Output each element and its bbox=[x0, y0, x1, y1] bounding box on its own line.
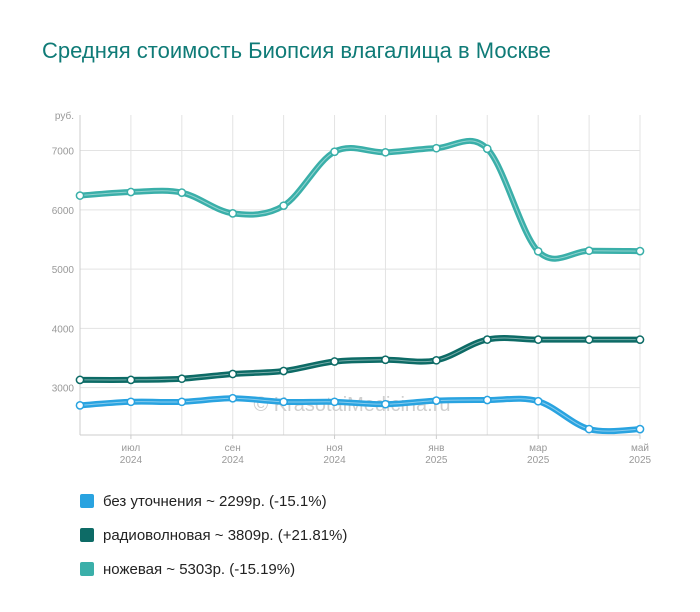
data-point bbox=[533, 246, 543, 256]
data-point bbox=[75, 401, 85, 410]
data-point bbox=[482, 144, 492, 154]
series-line bbox=[77, 137, 643, 262]
x-tick-year-label: 2024 bbox=[222, 455, 245, 466]
legend-label: без уточнения ~ 2299р. (-15.1%) bbox=[103, 492, 327, 510]
data-point bbox=[482, 395, 492, 405]
x-tick-label: сен bbox=[225, 443, 241, 454]
data-point bbox=[584, 335, 594, 344]
y-tick-label: 7000 bbox=[52, 147, 75, 158]
data-point bbox=[228, 209, 238, 218]
data-point bbox=[279, 201, 288, 211]
legend-swatch bbox=[80, 494, 94, 508]
data-point bbox=[330, 357, 339, 366]
data-point bbox=[432, 355, 441, 365]
data-point bbox=[635, 424, 645, 434]
data-point bbox=[432, 396, 441, 405]
data-point bbox=[381, 147, 390, 157]
line-chart: 30004000500060007000руб.июл2024сен2024но… bbox=[52, 110, 652, 466]
legend-label: радиоволновая ~ 3809р. (+21.81%) bbox=[103, 526, 348, 544]
x-tick-label: ноя bbox=[326, 443, 343, 454]
x-tick-label: янв bbox=[428, 443, 444, 454]
legend-item[interactable]: ножевая ~ 5303р. (-15.19%) bbox=[80, 552, 347, 586]
data-point bbox=[126, 397, 136, 407]
data-point bbox=[330, 147, 339, 157]
x-tick-year-label: 2024 bbox=[120, 455, 143, 466]
legend-swatch bbox=[80, 562, 94, 576]
y-tick-label: 3000 bbox=[52, 384, 75, 395]
data-point bbox=[228, 393, 238, 403]
legend-item[interactable]: без уточнения ~ 2299р. (-15.1%) bbox=[80, 484, 347, 518]
data-point bbox=[126, 187, 136, 197]
y-axis-unit: руб. bbox=[55, 110, 74, 122]
legend-swatch bbox=[80, 528, 94, 542]
y-tick-label: 4000 bbox=[52, 324, 75, 335]
x-tick-year-label: 2025 bbox=[629, 455, 652, 466]
data-point bbox=[279, 366, 288, 376]
x-tick-year-label: 2025 bbox=[527, 455, 550, 466]
data-point bbox=[584, 424, 594, 434]
data-point bbox=[381, 355, 390, 365]
data-point bbox=[177, 188, 187, 197]
legend-item[interactable]: радиоволновая ~ 3809р. (+21.81%) bbox=[80, 518, 347, 552]
data-point bbox=[533, 396, 543, 406]
data-point bbox=[584, 246, 594, 256]
data-point bbox=[279, 397, 288, 407]
x-tick-year-label: 2025 bbox=[425, 455, 448, 466]
y-tick-label: 6000 bbox=[52, 206, 75, 217]
data-point bbox=[75, 375, 85, 385]
chart-title: Средняя стоимость Биопсия влагалища в Мо… bbox=[42, 38, 551, 63]
data-point bbox=[126, 375, 136, 385]
data-point bbox=[432, 143, 441, 153]
series-line-highlight bbox=[79, 140, 641, 260]
x-tick-label: мар bbox=[529, 443, 547, 454]
y-tick-label: 5000 bbox=[52, 265, 75, 276]
x-tick-label: июл bbox=[122, 443, 141, 454]
data-point bbox=[381, 399, 390, 409]
data-point bbox=[75, 191, 85, 200]
grid bbox=[79, 115, 641, 435]
data-point bbox=[177, 397, 187, 407]
axes: 30004000500060007000руб.июл2024сен2024но… bbox=[52, 110, 652, 466]
series-layer bbox=[75, 137, 645, 435]
data-point bbox=[177, 374, 187, 384]
legend: без уточнения ~ 2299р. (-15.1%) радиовол… bbox=[80, 484, 347, 586]
data-point bbox=[330, 397, 339, 407]
data-point bbox=[635, 335, 645, 345]
data-point bbox=[533, 335, 543, 344]
legend-label: ножевая ~ 5303р. (-15.19%) bbox=[103, 560, 296, 578]
x-tick-year-label: 2024 bbox=[323, 455, 346, 466]
x-tick-label: май bbox=[631, 443, 649, 454]
series-line bbox=[77, 335, 643, 383]
data-point bbox=[482, 335, 492, 344]
data-point bbox=[635, 246, 645, 256]
data-point bbox=[228, 369, 238, 379]
